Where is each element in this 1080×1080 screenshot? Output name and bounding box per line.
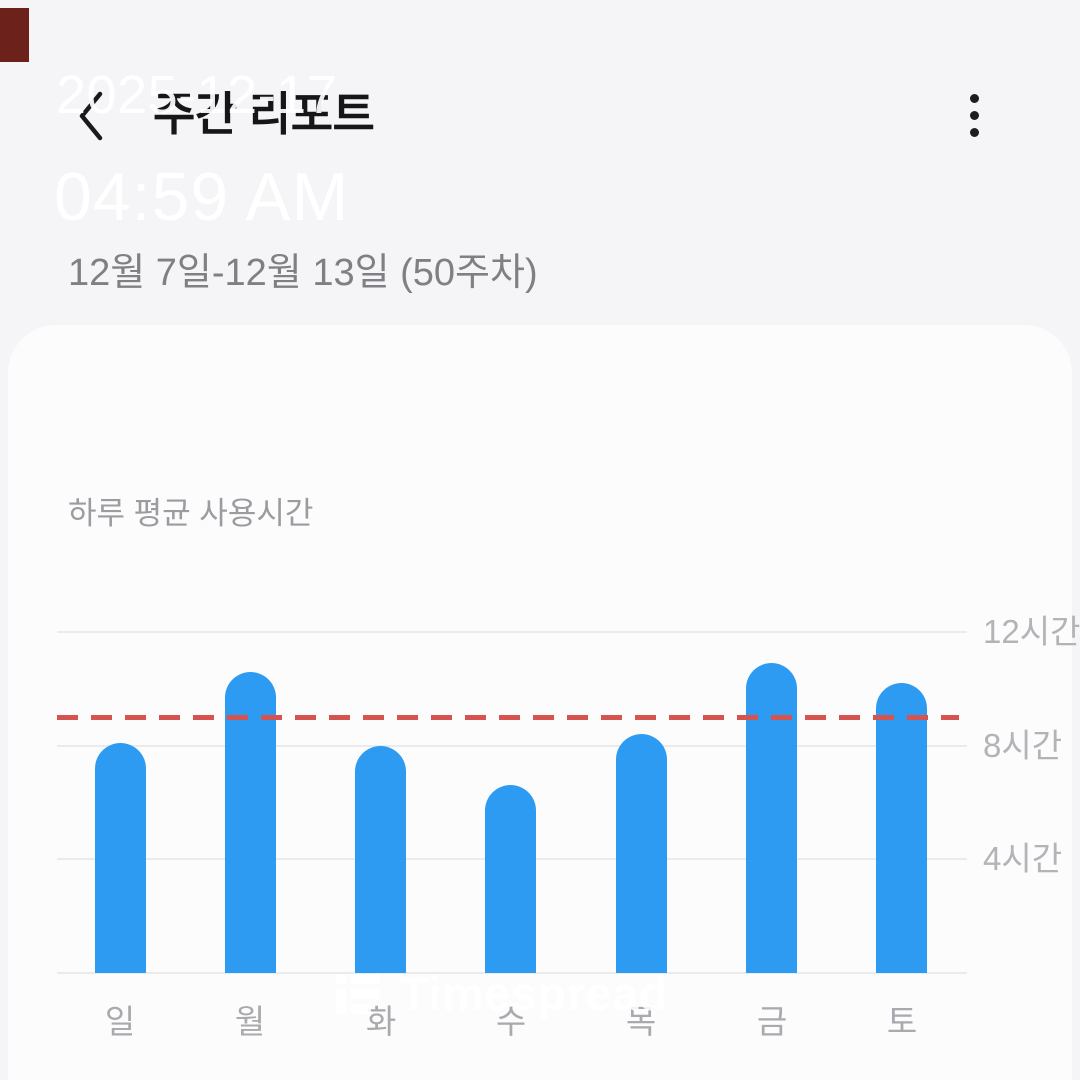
bar-sat (876, 683, 927, 973)
y-tick-label-4h: 4시간 (983, 840, 1063, 877)
page-title: 주간 리포트 (153, 88, 375, 140)
bar-thu (616, 734, 667, 973)
day-label-tue: 화 (365, 1003, 397, 1040)
baseline-gridline (57, 972, 967, 974)
bar-sun (95, 743, 146, 973)
day-label-fri: 금 (756, 1003, 788, 1040)
date-range-label: 12월 7일-12월 13일 (50주차) (68, 252, 538, 294)
chevron-left-icon (74, 89, 106, 143)
more-vertical-icon (969, 93, 979, 103)
chart-title: 하루 평균 사용시간 (68, 496, 314, 531)
day-label-sat: 토 (886, 1003, 918, 1040)
day-label-mon: 월 (234, 1003, 266, 1040)
bar-mon (225, 672, 276, 973)
corner-red-artifact (0, 8, 29, 62)
y-tick-label-8h: 8시간 (983, 727, 1063, 764)
day-label-thu: 목 (625, 1003, 657, 1040)
gridline-12h (57, 631, 967, 633)
back-button[interactable] (64, 84, 116, 148)
bar-fri (746, 663, 797, 973)
bar-wed (485, 785, 536, 973)
more-options-button[interactable] (948, 76, 1000, 154)
day-label-wed: 수 (495, 1003, 527, 1040)
bar-tue (355, 746, 406, 973)
average-usage-line (57, 715, 959, 720)
gridline-8h (57, 745, 967, 747)
day-label-sun: 일 (104, 1003, 136, 1040)
y-tick-label-12h: 12시간 (983, 613, 1080, 650)
